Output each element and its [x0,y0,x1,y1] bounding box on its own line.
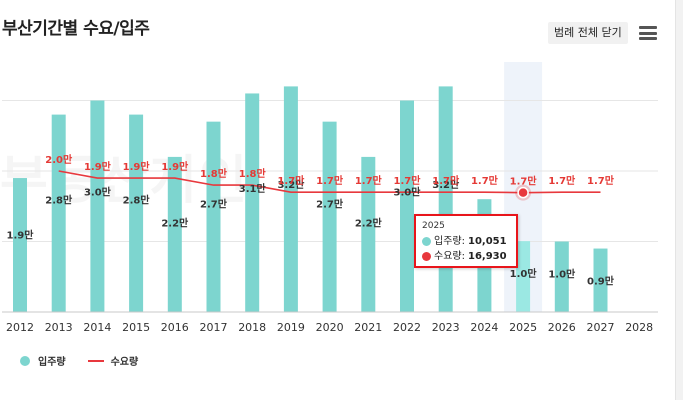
supply-bar-2023 [438,86,453,313]
x-tick-label-2022: 2022 [393,321,421,334]
supply-bar-2013 [51,114,66,312]
demand-label-2015: 1.9만 [123,160,151,173]
supply-bar-2020 [322,121,337,313]
legend-supply-label: 입주량 [38,357,66,368]
legend-item-demand[interactable]: 수요량 [87,353,139,368]
supply-bar-label-2019: 3.2만 [277,178,305,191]
x-tick-label-2017: 2017 [200,321,228,334]
x-tick-label-2015: 2015 [122,321,150,334]
supply-bar-label-2015: 2.8만 [123,193,151,206]
demand-label-2026: 1.7만 [548,174,576,187]
supply-bar-label-2021: 2.2만 [355,217,383,230]
tooltip-year: 2025 [422,221,445,231]
legend-item-supply[interactable]: 입주량 [20,353,66,368]
supply-bar-2015 [129,114,144,312]
demand-label-2021: 1.7만 [355,174,383,187]
menu-line [639,37,657,40]
x-tick-label-2013: 2013 [45,321,73,334]
menu-line [639,26,657,29]
supply-bar-label-2018: 3.1만 [239,182,267,195]
tooltip-demand-label: 수요량: [434,251,465,262]
x-tick-label-2024: 2024 [470,321,498,334]
supply-legend-icon [20,355,30,366]
supply-bar-2027 [593,248,608,312]
demand-label-2014: 1.9만 [84,160,112,173]
x-tick-label-2019: 2019 [277,321,305,334]
supply-dot-icon [422,237,431,246]
supply-bar-label-2012: 1.9만 [7,228,35,241]
supply-bar-label-2013: 2.8만 [45,193,73,206]
demand-label-2024: 1.7만 [471,174,499,187]
supply-bar-2017 [206,121,221,313]
x-tick-label-2027: 2027 [587,321,615,334]
tooltip-demand-value: 16,930 [467,251,507,262]
x-tick-label-2025: 2025 [509,321,537,334]
chart-title: 부산기간별 수요/입주 [2,19,150,39]
menu-line [639,31,657,35]
x-tick-label-2021: 2021 [354,321,382,334]
demand-label-2025: 1.7만 [510,175,538,188]
hamburger-menu-icon[interactable] [639,26,657,40]
x-tick-label-2020: 2020 [316,321,344,334]
chart-legend: 입주량 수요량 [20,353,160,368]
chart-plot: 1.9만 2.8만 3.0만 2.8만 2.2만 2.7만 3.1만 3.2만 2.7만 2.2만… [2,62,658,334]
supply-bar-2022 [400,100,414,312]
x-tick-label-2018: 2018 [238,321,266,334]
supply-bar-label-2025: 1.0만 [510,267,538,280]
x-tick-label-2016: 2016 [161,321,189,334]
demand-label-2017: 1.8만 [200,167,228,180]
x-tick-label-2014: 2014 [83,321,111,334]
supply-bar-2025 [516,241,531,312]
supply-bar-2019 [283,86,298,313]
supply-bar-label-2020: 2.7만 [316,197,344,210]
supply-bar-2021 [361,156,376,312]
supply-bar-label-2022: 3.0만 [394,186,422,199]
supply-bar-label-2023: 3.2만 [432,178,460,191]
supply-bar-label-2016: 2.2만 [161,217,189,230]
demand-marker-2025 [517,186,529,199]
scrollbar-track[interactable] [675,0,683,400]
demand-legend-icon [87,359,104,362]
tooltip-demand-row: 수요량: 16,930 [422,249,510,264]
supply-bar-label-2027: 0.9만 [587,275,615,288]
demand-label-2016: 1.9만 [161,160,189,173]
tooltip-supply-label: 입주량: [434,236,465,247]
x-tick-label-2012: 2012 [6,321,34,334]
supply-bar-2018 [245,93,260,312]
demand-label-2023: 1.7만 [432,174,460,187]
demand-label-2022: 1.7만 [394,174,422,187]
chart-tooltip: 2025 입주량: 10,051 수요량: 16,930 [414,214,518,268]
legend-close-all-button[interactable]: 범례 전체 닫기 [548,22,628,44]
supply-bar-label-2026: 1.0만 [548,268,576,281]
tooltip-supply-row: 입주량: 10,051 [422,234,510,249]
x-tick-label-2026: 2026 [548,321,576,334]
demand-label-2020: 1.7만 [316,174,344,187]
supply-bar-2012 [13,178,27,312]
demand-line [58,170,601,194]
supply-bar-label-2017: 2.7만 [200,197,228,210]
supply-bar-2026 [554,241,569,312]
supply-bar-label-2014: 3.0만 [84,186,112,199]
demand-label-2027: 1.7만 [587,174,615,187]
legend-demand-label: 수요량 [110,357,139,368]
tooltip-supply-value: 10,051 [467,236,507,247]
supply-bar-2014 [90,100,105,312]
x-tick-label-2028: 2028 [625,321,653,334]
demand-label-2019: 1.7만 [277,174,305,187]
supply-bar-2016 [167,156,182,312]
demand-dot-icon [422,252,431,261]
demand-label-2013: 2.0만 [45,153,73,166]
demand-label-2018: 1.8만 [239,167,267,180]
x-tick-label-2023: 2023 [432,321,460,334]
